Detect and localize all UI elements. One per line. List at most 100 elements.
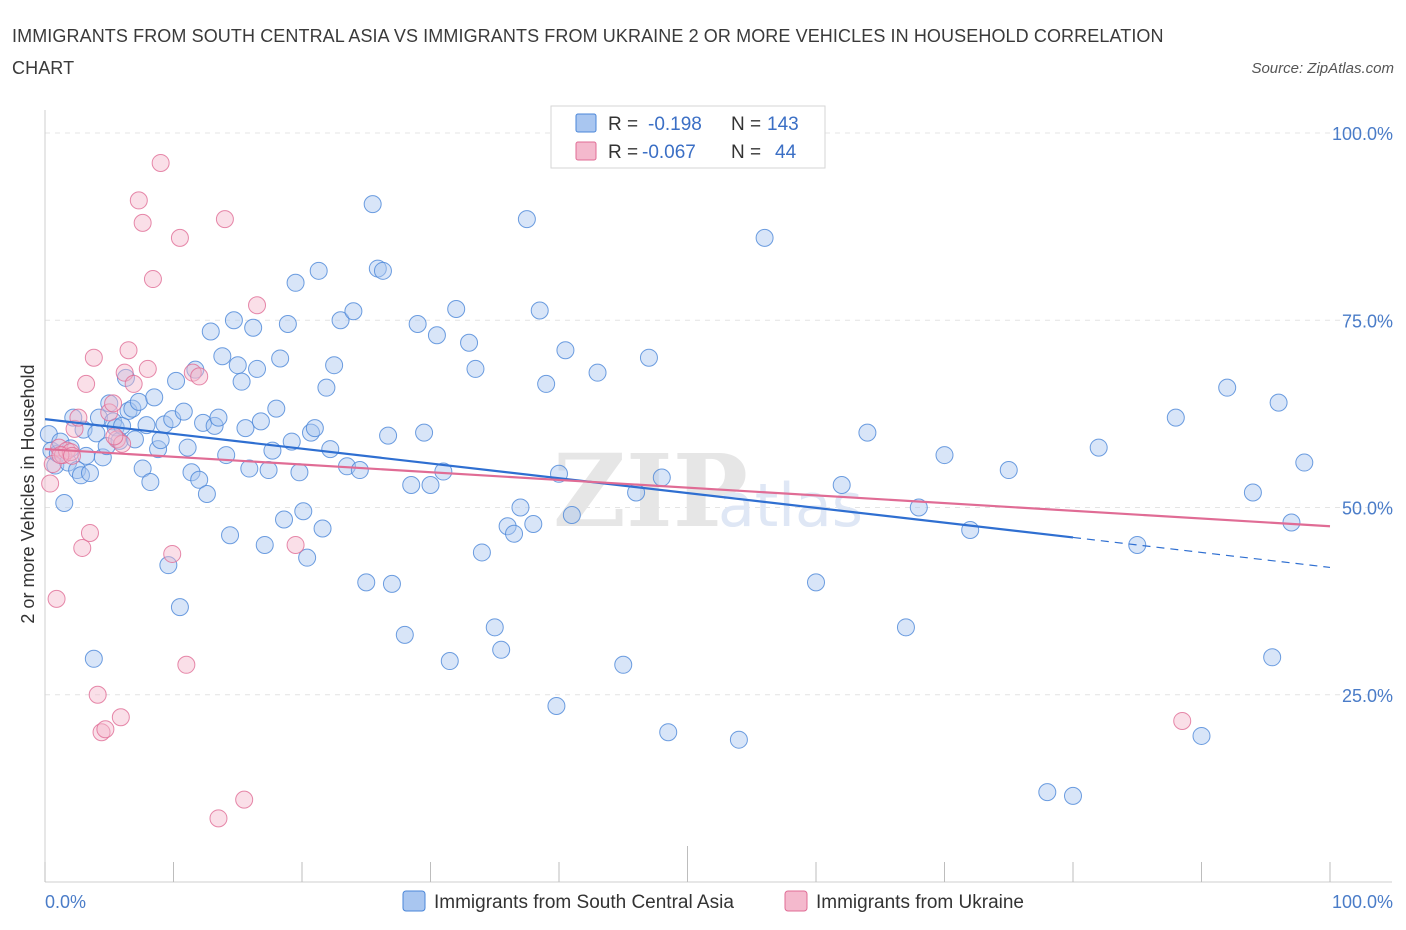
trend-line-ukraine [44,447,1331,528]
point-south-central-asia-99 [460,333,479,352]
legend-r-value-2: -0.067 [642,142,696,163]
point-south-central-asia-126 [896,618,915,637]
point-south-central-asia-58 [244,318,263,337]
legend-swatch-south-central-asia [402,890,426,912]
point-south-central-asia-82 [344,302,363,321]
legend-label-south-central-asia: Immigrants from South Central Asia [434,892,734,913]
point-ukraine-17 [104,394,123,413]
point-south-central-asia-74 [305,419,324,438]
point-south-central-asia-121 [729,730,748,749]
point-south-central-asia-105 [505,524,524,543]
point-south-central-asia-28 [129,392,148,411]
point-south-central-asia-119 [652,468,671,487]
point-south-central-asia-133 [1089,438,1108,457]
x-tick-label-1: 100.0% [1332,892,1393,912]
point-ukraine-15 [96,720,115,739]
point-south-central-asia-120 [659,723,678,742]
point-south-central-asia-131 [1038,783,1057,802]
point-south-central-asia-38 [167,371,186,390]
point-ukraine-24 [133,213,152,232]
point-south-central-asia-84 [357,573,376,592]
point-south-central-asia-42 [182,463,201,482]
point-south-central-asia-127 [909,498,928,517]
point-south-central-asia-106 [511,498,530,517]
point-south-central-asia-49 [209,408,228,427]
point-south-central-asia-56 [236,419,255,438]
point-south-central-asia-71 [294,502,313,521]
point-south-central-asia-23 [113,416,132,435]
point-south-central-asia-75 [309,261,328,280]
point-ukraine-12 [84,348,103,367]
point-ukraine-16 [100,403,119,422]
point-ukraine-29 [170,228,189,247]
legend-swatch-blue [575,113,597,133]
point-south-central-asia-14 [84,649,103,668]
point-south-central-asia-54 [228,356,247,375]
point-ukraine-11 [80,523,99,542]
point-south-central-asia-57 [240,459,259,478]
point-south-central-asia-135 [1166,408,1185,427]
point-south-central-asia-68 [282,432,301,451]
point-south-central-asia-29 [133,459,152,478]
point-south-central-asia-139 [1263,648,1282,667]
stats-legend: R = -0.198 N = 143 R = -0.067 N = 44 [550,105,826,169]
point-south-central-asia-41 [178,438,197,457]
y-tick-label-0: 25.0% [1342,686,1393,706]
point-ukraine-21 [119,341,138,360]
point-ukraine-23 [129,191,148,210]
point-ukraine-1 [43,455,62,474]
point-south-central-asia-130 [999,461,1018,480]
legend-swatch-ukraine [784,890,808,912]
point-ukraine-37 [286,535,305,554]
point-ukraine-25 [138,359,157,378]
point-south-central-asia-62 [259,461,278,480]
point-south-central-asia-116 [614,655,633,674]
point-south-central-asia-123 [807,573,825,592]
point-south-central-asia-98 [447,300,466,319]
point-ukraine-42 [113,434,132,453]
point-south-central-asia-80 [331,311,350,330]
point-south-central-asia-92 [408,314,427,333]
legend-n-label-2: N = [731,142,761,163]
point-south-central-asia-39 [170,598,189,617]
point-ukraine-13 [88,685,107,704]
series-legend: Immigrants from South Central Asia Immig… [402,890,1024,913]
point-south-central-asia-40 [174,402,193,421]
point-south-central-asia-78 [321,440,340,459]
point-south-central-asia-100 [466,359,485,378]
point-south-central-asia-76 [313,519,332,538]
point-ukraine-22 [124,374,143,393]
point-ukraine-35 [235,790,254,809]
point-ukraine-36 [248,296,267,315]
point-south-central-asia-64 [267,399,286,418]
point-south-central-asia-77 [317,378,336,397]
point-south-central-asia-140 [1269,393,1288,412]
trend-lines [44,418,1331,569]
point-ukraine-0 [41,474,60,493]
point-south-central-asia-83 [350,461,369,480]
point-south-central-asia-134 [1128,535,1147,554]
point-south-central-asia-70 [290,463,309,482]
point-south-central-asia-91 [402,476,421,495]
point-south-central-asia-114 [562,505,581,524]
point-ukraine-7 [65,419,84,438]
x-tick-label-0: 0.0% [45,892,86,912]
legend-r-value-1: -0.198 [648,114,702,135]
point-south-central-asia-69 [286,273,305,292]
point-ukraine-9 [73,538,92,557]
legend-n-value-2: 44 [775,142,797,163]
point-south-central-asia-94 [421,476,440,495]
legend-n-value-1: 143 [767,114,799,135]
point-ukraine-26 [143,270,162,289]
point-south-central-asia-72 [298,548,317,567]
point-south-central-asia-104 [498,517,517,536]
point-south-central-asia-46 [197,485,216,504]
point-south-central-asia-113 [556,341,575,360]
y-axis-title: 2 or more Vehicles in Household [18,364,38,623]
legend-r-label-1: R = [608,114,638,135]
point-south-central-asia-36 [159,556,178,575]
point-ukraine-28 [163,544,182,563]
point-south-central-asia-87 [373,261,392,280]
point-south-central-asia-103 [492,640,511,659]
